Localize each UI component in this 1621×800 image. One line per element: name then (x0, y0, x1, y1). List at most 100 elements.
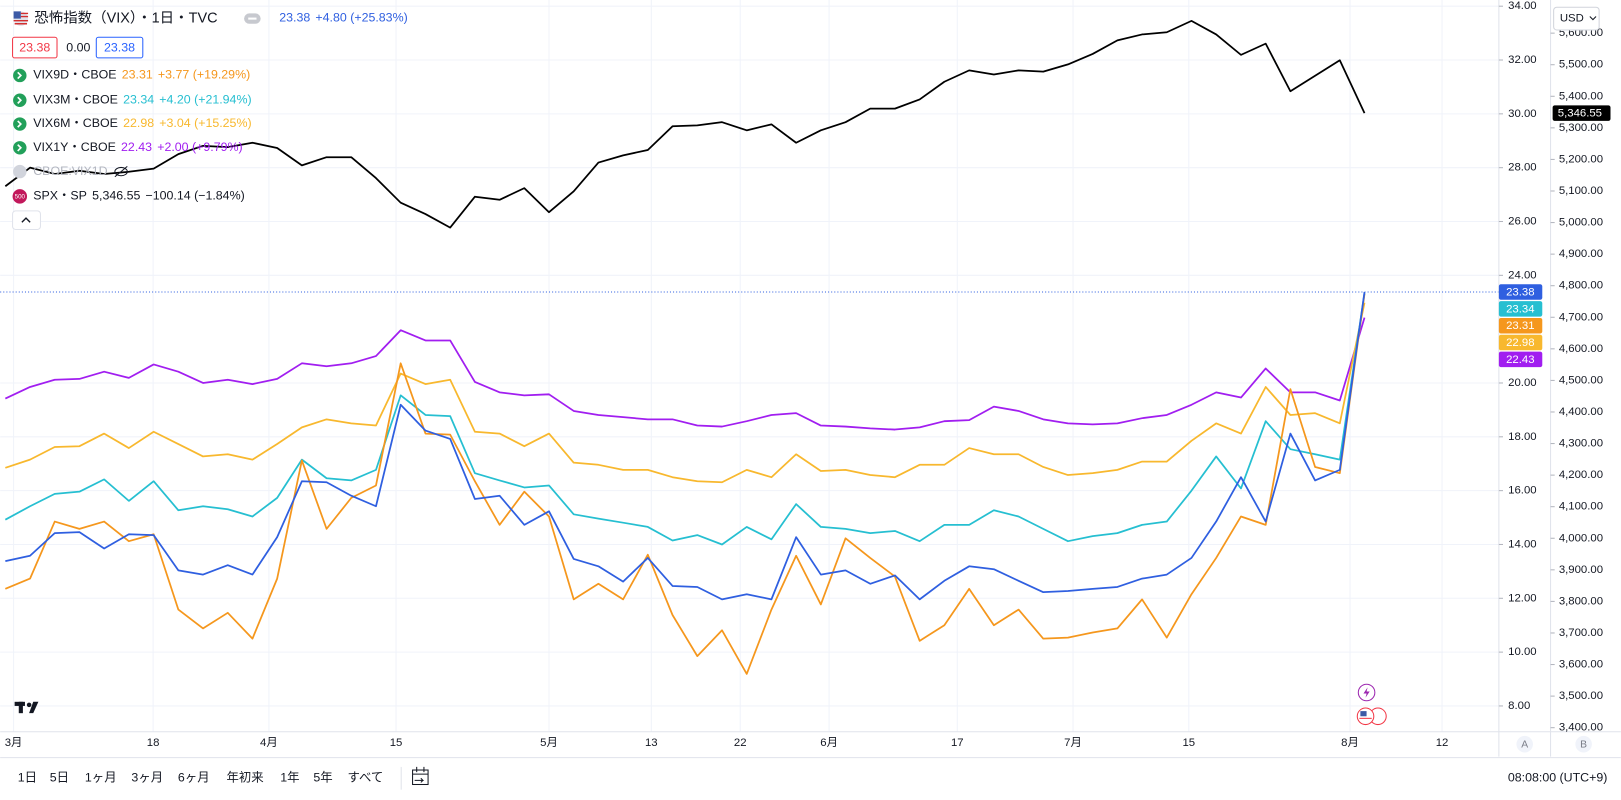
series-line (5, 302, 1366, 484)
legend-value: 5,346.55 (92, 189, 140, 203)
range-button[interactable]: 5日 (50, 771, 69, 785)
symbol-quote: 23.38 +4.80 (+25.83%) (279, 11, 407, 25)
legend-name: VIX3M・CBOE (33, 93, 118, 107)
y-tick-label: 28.00 (1508, 162, 1536, 174)
x-tick-label: 5月 (540, 737, 558, 749)
y2-tick-label: 4,400.00 (1559, 406, 1603, 418)
price-marker (1498, 284, 1543, 300)
y2-tick-label: 4,000.00 (1559, 532, 1603, 544)
legend-value: 23.34 (123, 93, 154, 107)
buy-box[interactable] (95, 36, 144, 59)
y2-tick-label: 3,800.00 (1559, 595, 1603, 607)
y2-tick-label: 4,200.00 (1559, 469, 1603, 481)
y2-tick-label: 5,400.00 (1559, 90, 1603, 102)
legend-entry[interactable]: VIX1Y・CBOE 22.43 +2.00 (+9.79%) (33, 140, 242, 154)
price-marker (1498, 351, 1543, 368)
series-line (4, 317, 1366, 431)
legend-value: 23.31 (122, 68, 153, 82)
symbol-title[interactable]: 恐怖指数（VIX）・1日・TVC (34, 9, 217, 26)
x-tick-label: 7月 (1064, 737, 1082, 749)
y2-tick-label: 4,500.00 (1559, 374, 1603, 386)
legend-name: VIX9D・CBOE (33, 68, 116, 82)
legend-name: SPX・SP (33, 189, 87, 203)
legend-icon (13, 117, 27, 131)
y2-tick-label: 5,100.00 (1559, 185, 1603, 197)
y-tick-label: 32.00 (1508, 54, 1536, 66)
price-marker-label: 23.38 (1506, 287, 1534, 299)
x-tick-label: 8月 (1341, 737, 1359, 749)
buy-price[interactable]: 23.38 (104, 40, 135, 54)
legend-icon (13, 141, 27, 155)
scale-button[interactable] (1575, 735, 1592, 753)
legend-icon (13, 164, 27, 179)
y2-tick-label: 5,500.00 (1559, 59, 1603, 71)
legend-change: −100.14 (−1.84%) (146, 189, 245, 203)
y-tick-label: 16.00 (1508, 485, 1536, 497)
clock: 08:08:00 (UTC+9) (1508, 771, 1608, 785)
x-tick-label: 6月 (820, 737, 838, 749)
y2-tick-label: 3,500.00 (1559, 690, 1603, 702)
logo (14, 701, 39, 714)
y2-tick-label: 4,700.00 (1559, 311, 1603, 323)
legend-value: 22.43 (121, 140, 152, 154)
event-icon[interactable] (1356, 707, 1387, 726)
legend-entry[interactable]: SPX・SP 5,346.55 −100.14 (−1.84%) (33, 189, 244, 203)
currency-button[interactable] (1553, 6, 1600, 31)
y-tick-label: 26.00 (1508, 215, 1536, 227)
range-button[interactable]: 1日 (18, 771, 37, 785)
collapse-icon (21, 217, 31, 223)
y-tick-label: 20.00 (1508, 377, 1536, 389)
price-marker-label: 22.98 (1506, 337, 1534, 349)
flag-icon (13, 11, 29, 26)
price-marker-label: 22.43 (1506, 354, 1534, 366)
sell-box[interactable] (12, 36, 58, 59)
range-button[interactable]: すべて (347, 771, 383, 785)
y2-tick-label: 5,000.00 (1559, 217, 1603, 229)
scale-button[interactable] (1516, 735, 1533, 753)
price-change: +4.80 (+25.83%) (315, 11, 407, 25)
collapse-button[interactable] (12, 210, 41, 230)
legend-entry[interactable]: VIX3M・CBOE 23.34 +4.20 (+21.94%) (33, 93, 251, 107)
legend-entry[interactable]: VIX9D・CBOE 23.31 +3.77 (+19.29%) (33, 68, 250, 82)
range-button[interactable]: 1ヶ月 (85, 771, 117, 785)
calendar-icon[interactable] (412, 766, 429, 786)
legend-name: VIX1Y・CBOE (33, 140, 116, 154)
hidden-series[interactable]: CBOE:VIX1D (33, 164, 107, 178)
range-button[interactable]: 3ヶ月 (131, 771, 163, 785)
axes: 8.00 10.00 12.00 14.00 16.00 18.00 20.00 24.00 2… (5, 0, 1611, 749)
legend-entry[interactable]: VIX6M・CBOE 22.98 +3.04 (+15.25%) (33, 116, 251, 130)
event-icon[interactable] (1357, 683, 1376, 702)
x-tick-label: 15 (1182, 737, 1195, 749)
price-marker (1498, 334, 1543, 351)
x-tick-label: 12 (1436, 737, 1449, 749)
spread: 0.00 (66, 40, 90, 54)
currency-label[interactable]: USD (1560, 13, 1584, 25)
y2-tick-label: 4,600.00 (1559, 343, 1603, 355)
legend-change: +3.04 (+15.25%) (159, 116, 251, 130)
y-tick-label: 24.00 (1508, 269, 1536, 281)
range-button[interactable]: 5年 (313, 771, 332, 785)
x-tick-label: 18 (147, 737, 160, 749)
y2-tick-label: 4,900.00 (1559, 248, 1603, 260)
price-marker (1498, 301, 1543, 317)
toolbar (0, 757, 1621, 800)
y2-tick-label: 4,800.00 (1559, 280, 1603, 292)
y-tick-label: 12.00 (1508, 592, 1536, 604)
legend-change: +4.20 (+21.94%) (159, 93, 251, 107)
range-button[interactable]: 年初来 (227, 771, 264, 785)
scale-button-label[interactable]: B (1580, 739, 1587, 750)
last-price: 23.38 (279, 11, 310, 25)
range-button[interactable]: 1年 (280, 771, 299, 785)
legend-value: 22.98 (123, 116, 154, 130)
sell-price[interactable]: 23.38 (19, 40, 50, 54)
price-marker (1552, 105, 1611, 121)
hidden-icon (114, 166, 128, 178)
x-tick-label: 15 (390, 737, 403, 749)
series-line (4, 293, 1366, 675)
scale-button-label[interactable]: A (1521, 739, 1528, 750)
x-tick-label: 13 (645, 737, 658, 749)
range-button[interactable]: 6ヶ月 (178, 771, 210, 785)
y2-tick-label: 4,100.00 (1559, 501, 1603, 513)
y-tick-label: 10.00 (1508, 646, 1536, 658)
